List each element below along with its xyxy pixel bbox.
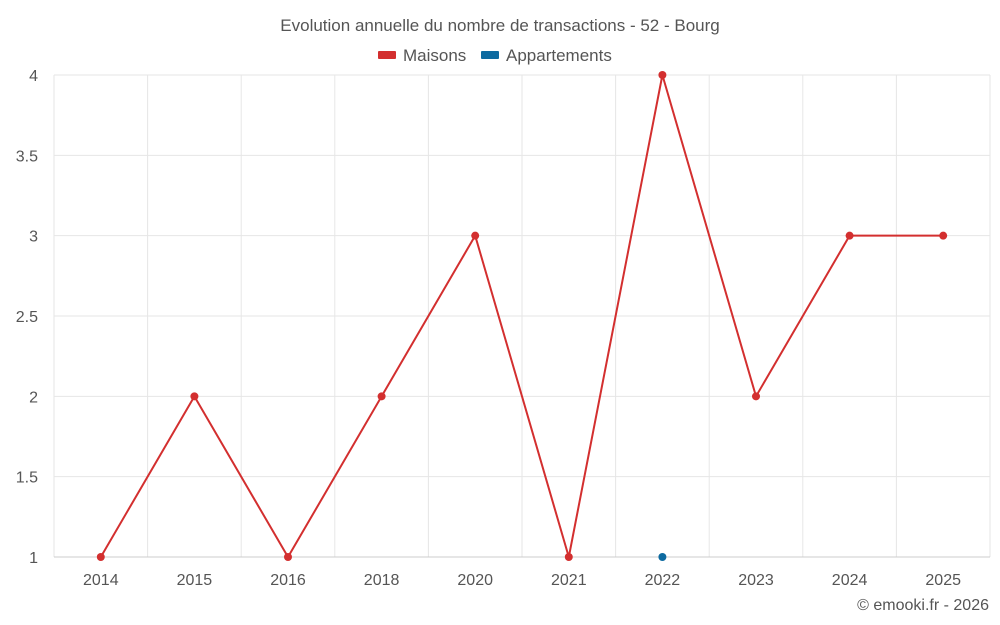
legend-swatch-appartements bbox=[481, 51, 499, 59]
y-tick-label: 1 bbox=[29, 550, 38, 567]
gridlines bbox=[53, 74, 991, 558]
legend-label-maisons: Maisons bbox=[403, 46, 466, 65]
legend-item-maisons[interactable]: Maisons bbox=[378, 46, 466, 65]
data-point[interactable] bbox=[752, 392, 760, 401]
x-tick-label: 2020 bbox=[457, 572, 493, 589]
data-point[interactable] bbox=[939, 231, 948, 240]
y-tick-label: 2 bbox=[29, 389, 38, 406]
data-point[interactable] bbox=[564, 553, 573, 561]
legend: Maisons Appartements bbox=[378, 46, 612, 65]
x-tick-label: 2021 bbox=[551, 572, 587, 589]
x-tick-label: 2018 bbox=[364, 572, 400, 589]
x-tick-label: 2024 bbox=[832, 572, 868, 589]
x-tick-label: 2016 bbox=[270, 572, 306, 589]
y-tick-label: 3 bbox=[29, 229, 38, 246]
data-point[interactable] bbox=[658, 553, 667, 561]
data-point[interactable] bbox=[471, 231, 480, 240]
series-line-0 bbox=[99, 74, 944, 558]
series-1 bbox=[658, 553, 667, 561]
y-tick-label: 3.5 bbox=[16, 148, 38, 165]
x-tick-label: 2015 bbox=[177, 572, 213, 589]
y-tick-label: 1.5 bbox=[16, 470, 38, 487]
data-point[interactable] bbox=[845, 231, 854, 240]
legend-swatch-maisons bbox=[378, 51, 396, 59]
y-tick-label: 4 bbox=[29, 68, 38, 85]
legend-label-appartements: Appartements bbox=[506, 46, 612, 65]
x-tick-label: 2014 bbox=[83, 572, 119, 589]
x-tick-label: 2025 bbox=[925, 572, 961, 589]
data-point[interactable] bbox=[96, 553, 105, 561]
y-axis-ticks: 1 1.5 2 2.5 3 3.5 4 bbox=[16, 68, 38, 567]
legend-item-appartements[interactable]: Appartements bbox=[481, 46, 612, 65]
data-point[interactable] bbox=[190, 392, 199, 401]
data-point[interactable] bbox=[658, 71, 667, 79]
series-0 bbox=[96, 71, 948, 561]
y-tick-label: 2.5 bbox=[16, 309, 38, 326]
data-point[interactable] bbox=[284, 553, 292, 561]
chart-title: Evolution annuelle du nombre de transact… bbox=[280, 16, 719, 35]
data-point[interactable] bbox=[377, 392, 386, 401]
credit-text: © emooki.fr - 2026 bbox=[857, 597, 989, 614]
x-tick-label: 2022 bbox=[645, 572, 681, 589]
series bbox=[96, 71, 948, 561]
x-axis-ticks: 2014 2015 2016 2018 2020 2021 2022 2023 2024 2025 bbox=[83, 572, 961, 589]
x-tick-label: 2023 bbox=[738, 572, 774, 589]
